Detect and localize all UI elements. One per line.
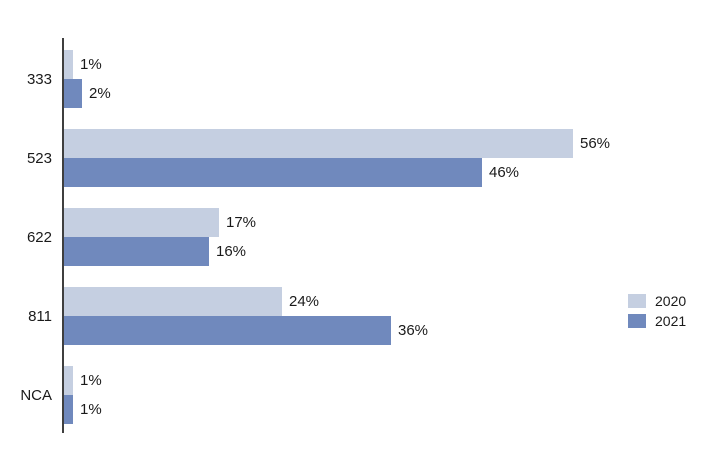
bar-523-2020	[64, 129, 573, 158]
legend-item-2020: 2020	[628, 291, 686, 311]
legend-swatch-2021	[628, 314, 646, 328]
category-label-622: 622	[26, 228, 52, 246]
value-label-622-2020: 17%	[226, 214, 257, 231]
category-label-523: 523	[26, 149, 52, 167]
value-label-811-2020: 24%	[289, 293, 320, 310]
bar-nca-2020	[64, 366, 73, 395]
value-label-811-2021: 36%	[398, 322, 429, 339]
bar-333-2021	[64, 79, 82, 108]
bar-nca-2021	[64, 395, 73, 424]
legend-swatch-2020	[628, 294, 646, 308]
bar-811-2020	[64, 287, 282, 316]
bar-622-2021	[64, 237, 209, 266]
value-label-nca-2020: 1%	[80, 372, 102, 389]
legend-label-2020: 2020	[655, 293, 687, 309]
legend-label-2021: 2021	[655, 313, 687, 329]
category-label-nca: NCA	[20, 386, 52, 404]
value-label-333-2020: 1%	[80, 56, 102, 73]
category-label-333: 333	[26, 70, 52, 88]
y-axis-line	[62, 38, 64, 433]
value-label-622-2021: 16%	[216, 243, 247, 260]
bar-523-2021	[64, 158, 482, 187]
value-label-523-2021: 46%	[489, 164, 520, 181]
value-label-523-2020: 56%	[580, 135, 611, 152]
legend: 2020 2021	[628, 291, 686, 331]
bar-333-2020	[64, 50, 73, 79]
bar-622-2020	[64, 208, 219, 237]
value-label-nca-2021: 1%	[80, 401, 102, 418]
legend-item-2021: 2021	[628, 311, 686, 331]
category-label-811: 811	[28, 307, 52, 325]
bar-811-2021	[64, 316, 391, 345]
value-label-333-2021: 2%	[89, 85, 111, 102]
